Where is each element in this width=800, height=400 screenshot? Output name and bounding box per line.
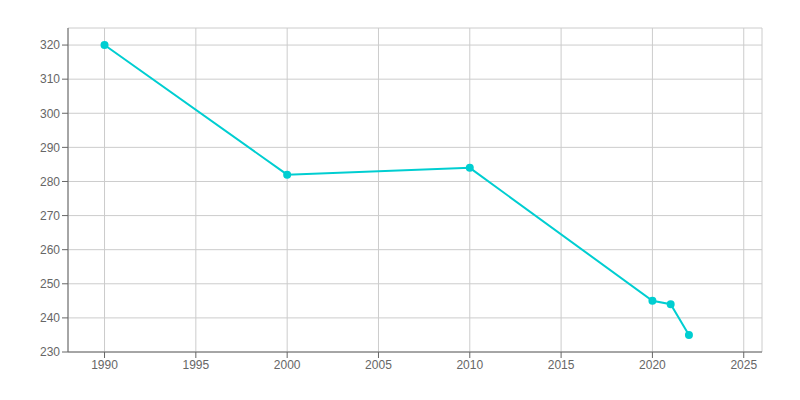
svg-text:2020: 2020 [639,358,666,372]
svg-text:2010: 2010 [456,358,483,372]
svg-text:270: 270 [40,209,60,223]
svg-text:230: 230 [40,345,60,359]
svg-text:250: 250 [40,277,60,291]
svg-text:240: 240 [40,311,60,325]
svg-text:290: 290 [40,141,60,155]
svg-text:2025: 2025 [730,358,757,372]
svg-text:2005: 2005 [365,358,392,372]
svg-text:2000: 2000 [274,358,301,372]
svg-text:1995: 1995 [182,358,209,372]
svg-text:260: 260 [40,243,60,257]
svg-text:1990: 1990 [91,358,118,372]
svg-text:320: 320 [40,38,60,52]
svg-text:300: 300 [40,107,60,121]
svg-text:2015: 2015 [548,358,575,372]
svg-text:310: 310 [40,72,60,86]
svg-text:280: 280 [40,175,60,189]
